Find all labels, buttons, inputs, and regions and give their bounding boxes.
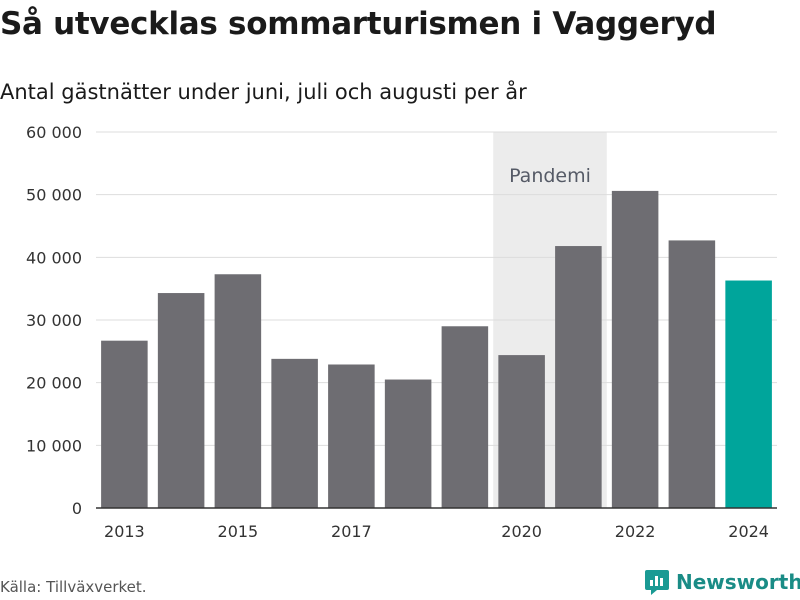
y-tick-label: 10 000: [26, 436, 82, 455]
y-tick-label: 50 000: [26, 186, 82, 205]
bar-2024: [725, 280, 772, 508]
y-tick-label: 0: [72, 499, 82, 518]
y-tick-label: 60 000: [26, 123, 82, 142]
bar-2023: [668, 240, 716, 508]
bar-2017: [328, 364, 375, 508]
bar-2019: [441, 326, 489, 508]
y-tick-label: 20 000: [26, 374, 82, 393]
bar-2018: [384, 379, 432, 508]
bar-2020: [498, 355, 545, 508]
bar-2013: [101, 340, 148, 508]
source-note: Källa: Tillväxverket.: [0, 578, 147, 596]
brand-name: Newsworthy: [676, 570, 800, 594]
x-tick-label: 2017: [331, 522, 372, 541]
y-tick-label: 30 000: [26, 311, 82, 330]
x-tick-label: 2013: [104, 522, 145, 541]
brand-logo: Newsworthy: [644, 568, 800, 596]
bar-2014: [157, 293, 205, 508]
x-tick-label: 2022: [615, 522, 656, 541]
bar-2022: [611, 190, 659, 508]
bar-2016: [271, 358, 318, 508]
newsworthy-logo-icon: [645, 570, 669, 595]
chart-title: Så utvecklas sommarturismen i Vaggeryd: [0, 6, 717, 42]
x-tick-label: 2020: [501, 522, 542, 541]
pandemic-label: Pandemi: [509, 165, 591, 187]
x-tick-label: 2024: [728, 522, 769, 541]
bar-2021: [555, 246, 602, 508]
bar-2015: [214, 274, 262, 508]
y-tick-label: 40 000: [26, 248, 82, 267]
x-tick-label: 2015: [218, 522, 259, 541]
chart-subtitle: Antal gästnätter under juni, juli och au…: [0, 80, 527, 104]
